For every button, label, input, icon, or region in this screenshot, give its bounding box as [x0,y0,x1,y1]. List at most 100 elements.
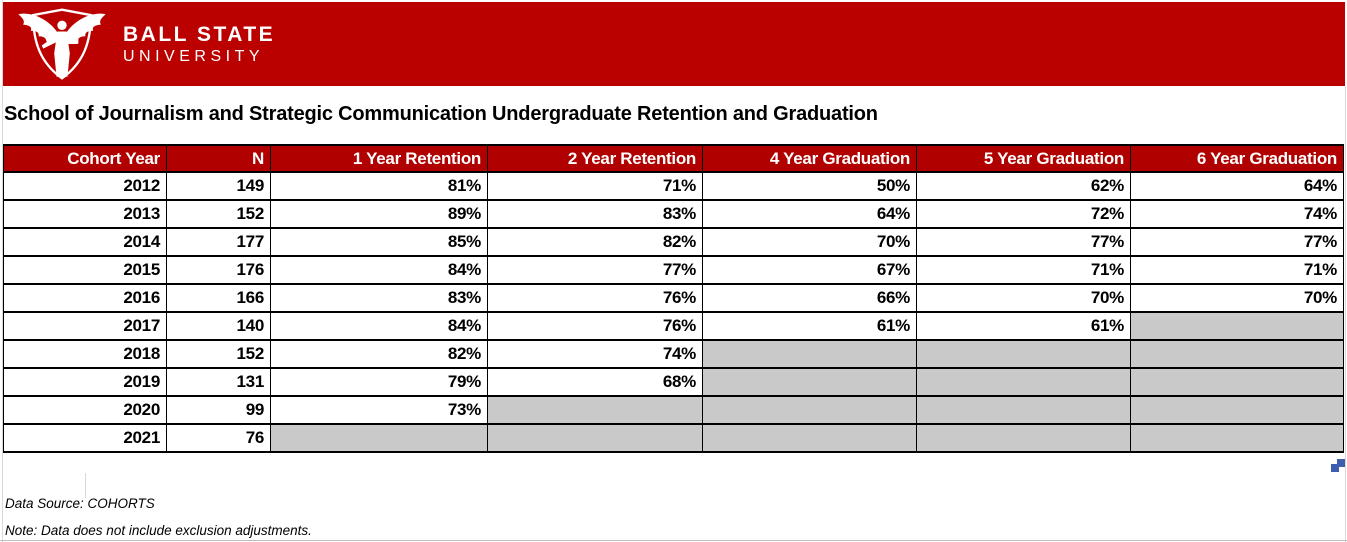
data-cell[interactable]: 64% [1130,171,1344,201]
data-cell[interactable]: 70% [916,283,1131,313]
data-cell[interactable]: 64% [702,199,917,229]
column-header[interactable]: N [166,144,271,173]
data-cell[interactable]: 66% [702,283,917,313]
data-cell[interactable]: 50% [702,171,917,201]
table-row: 2017 140 84% 76% 61% 61% [3,311,1344,341]
data-cell[interactable]: 76% [487,311,703,341]
missing-data-cell[interactable] [270,423,488,453]
data-cell[interactable]: 62% [916,171,1131,201]
data-cell[interactable]: 77% [487,255,703,285]
university-wordmark: BALL STATE UNIVERSITY [123,23,275,66]
data-cell[interactable]: 70% [702,227,917,257]
data-cell[interactable]: 68% [487,367,703,397]
table-row: 2013 152 89% 83% 64% 72% 74% [3,199,1344,229]
data-cell[interactable]: 2015 [3,255,167,285]
brand-name: BALL STATE [123,22,276,46]
data-cell[interactable]: 177 [166,227,271,257]
missing-data-cell[interactable] [916,339,1131,369]
data-cell[interactable]: 77% [916,227,1131,257]
data-cell[interactable]: 140 [166,311,271,341]
data-cell[interactable]: 70% [1130,283,1344,313]
data-cell[interactable]: 73% [270,395,488,425]
fill-handle-square[interactable] [1331,464,1339,472]
table-row: 2015 176 84% 77% 67% 71% 71% [3,255,1344,285]
missing-data-cell[interactable] [1130,423,1344,453]
missing-data-cell[interactable] [702,395,917,425]
table-header-row: Cohort Year N 1 Year Retention 2 Year Reten… [3,144,1344,173]
page-title: School of Journalism and Strategic Commu… [4,103,878,125]
data-cell[interactable]: 74% [1130,199,1344,229]
retention-table: Cohort Year N 1 Year Retention 2 Year Reten… [3,144,1344,453]
data-cell[interactable]: 61% [916,311,1131,341]
data-cell[interactable]: 2014 [3,227,167,257]
data-cell[interactable]: 85% [270,227,488,257]
data-cell[interactable]: 82% [270,339,488,369]
data-cell[interactable]: 2020 [3,395,167,425]
data-cell[interactable]: 2012 [3,171,167,201]
missing-data-cell[interactable] [1130,395,1344,425]
data-cell[interactable]: 74% [487,339,703,369]
missing-data-cell[interactable] [916,367,1131,397]
data-cell[interactable]: 166 [166,283,271,313]
footer-notes: Data Source: COHORTS Note: Data does not… [5,490,312,542]
data-cell[interactable]: 2017 [3,311,167,341]
sheet-gridline-right [1345,86,1346,542]
missing-data-cell[interactable] [1130,367,1344,397]
table-row: 2018 152 82% 74% [3,339,1344,369]
data-cell[interactable]: 2013 [3,199,167,229]
sheet-gridline-left [2,0,3,542]
data-cell[interactable]: 61% [702,311,917,341]
data-cell[interactable]: 152 [166,339,271,369]
data-cell[interactable]: 2021 [3,423,167,453]
data-cell[interactable]: 176 [166,255,271,285]
column-header[interactable]: 4 Year Graduation [702,144,917,173]
column-header[interactable]: 5 Year Graduation [916,144,1131,173]
missing-data-cell[interactable] [702,339,917,369]
data-cell[interactable]: 149 [166,171,271,201]
table-row: 2012 149 81% 71% 50% 62% 64% [3,171,1344,201]
data-cell[interactable]: 76% [487,283,703,313]
data-cell[interactable]: 76 [166,423,271,453]
data-cell[interactable]: 77% [1130,227,1344,257]
missing-data-cell[interactable] [1130,311,1344,341]
data-cell[interactable]: 152 [166,199,271,229]
data-cell[interactable]: 82% [487,227,703,257]
data-cell[interactable]: 2018 [3,339,167,369]
data-cell[interactable]: 72% [916,199,1131,229]
missing-data-cell[interactable] [487,395,703,425]
exclusion-note: Note: Data does not include exclusion ad… [5,523,312,538]
column-header[interactable]: 1 Year Retention [270,144,488,173]
data-cell[interactable]: 71% [487,171,703,201]
missing-data-cell[interactable] [702,423,917,453]
column-header[interactable]: 6 Year Graduation [1130,144,1344,173]
missing-data-cell[interactable] [487,423,703,453]
data-cell[interactable]: 71% [1130,255,1344,285]
university-banner: BALL STATE UNIVERSITY [3,2,1345,86]
data-cell[interactable]: 2019 [3,367,167,397]
brand-subname: UNIVERSITY [123,47,265,65]
data-cell[interactable]: 84% [270,255,488,285]
table-row: 2021 76 [3,423,1344,453]
data-cell[interactable]: 84% [270,311,488,341]
data-cell[interactable]: 2016 [3,283,167,313]
data-cell[interactable]: 71% [916,255,1131,285]
data-cell[interactable]: 99 [166,395,271,425]
table-row: 2019 131 79% 68% [3,367,1344,397]
fill-handle-square[interactable] [1337,459,1345,467]
data-cell[interactable]: 83% [270,283,488,313]
missing-data-cell[interactable] [916,423,1131,453]
data-cell[interactable]: 67% [702,255,917,285]
missing-data-cell[interactable] [702,367,917,397]
missing-data-cell[interactable] [916,395,1131,425]
data-cell[interactable]: 81% [270,171,488,201]
sheet-gridline-stub [85,473,86,498]
missing-data-cell[interactable] [1130,339,1344,369]
data-cell[interactable]: 83% [487,199,703,229]
column-header[interactable]: Cohort Year [3,144,167,173]
data-cell[interactable]: 131 [166,367,271,397]
data-cell[interactable]: 79% [270,367,488,397]
table-row: 2020 99 73% [3,395,1344,425]
data-cell[interactable]: 89% [270,199,488,229]
column-header[interactable]: 2 Year Retention [487,144,703,173]
table-row: 2014 177 85% 82% 70% 77% 77% [3,227,1344,257]
